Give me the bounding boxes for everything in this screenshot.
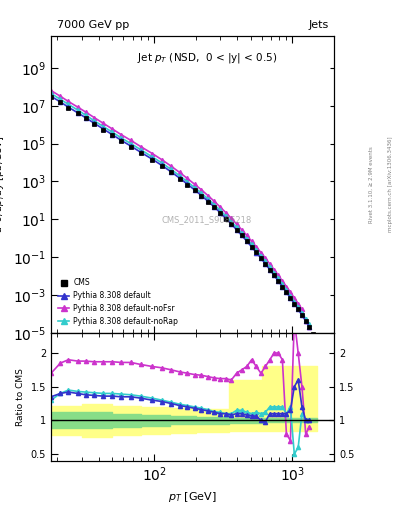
Y-axis label: $d^2\sigma/dp_T dy$ [pb/GeV]: $d^2\sigma/dp_T dy$ [pb/GeV] [0,136,7,233]
X-axis label: $p_T$ [GeV]: $p_T$ [GeV] [168,490,217,504]
Legend: CMS, Pythia 8.308 default, Pythia 8.308 default-noFsr, Pythia 8.308 default-noRa: CMS, Pythia 8.308 default, Pythia 8.308 … [55,275,181,329]
Text: Jet $p_T$ (NSD,  0 < |y| < 0.5): Jet $p_T$ (NSD, 0 < |y| < 0.5) [137,51,277,65]
Text: Rivet 3.1.10, ≥ 2.9M events: Rivet 3.1.10, ≥ 2.9M events [368,146,373,223]
Text: mcplots.cern.ch [arXiv:1306.3436]: mcplots.cern.ch [arXiv:1306.3436] [388,137,393,232]
Text: 7000 GeV pp: 7000 GeV pp [57,20,129,30]
Text: Jets: Jets [308,20,329,30]
Text: CMS_2011_S9086218: CMS_2011_S9086218 [162,216,252,224]
Y-axis label: Ratio to CMS: Ratio to CMS [16,368,25,426]
